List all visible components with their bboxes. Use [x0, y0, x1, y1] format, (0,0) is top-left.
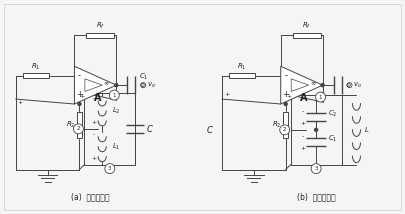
- Text: $C$: $C$: [146, 123, 154, 134]
- Text: (a)  电感三点式: (a) 电感三点式: [71, 192, 110, 201]
- Text: +: +: [18, 100, 23, 104]
- Bar: [229, 73, 255, 78]
- Text: $C_1$: $C_1$: [139, 72, 149, 82]
- Bar: [77, 112, 82, 138]
- Circle shape: [109, 90, 119, 100]
- Circle shape: [280, 125, 290, 135]
- Text: 1: 1: [113, 93, 116, 98]
- Text: 3: 3: [314, 166, 318, 171]
- Text: +: +: [286, 94, 291, 99]
- Text: (b)  电容三点式: (b) 电容三点式: [297, 192, 336, 201]
- Text: $R_2$: $R_2$: [66, 120, 75, 130]
- Bar: [293, 33, 321, 38]
- Circle shape: [105, 164, 115, 174]
- Text: 3: 3: [108, 166, 111, 171]
- Bar: [283, 112, 288, 138]
- Text: $R_1$: $R_1$: [31, 62, 40, 72]
- Circle shape: [115, 84, 118, 87]
- Text: $R_2$: $R_2$: [272, 120, 282, 130]
- Text: $\infty$: $\infty$: [310, 81, 316, 87]
- Text: +: +: [301, 121, 306, 126]
- Text: $R_f$: $R_f$: [302, 21, 311, 31]
- Bar: [86, 33, 114, 38]
- Text: $C$: $C$: [206, 124, 214, 135]
- Bar: [23, 73, 49, 78]
- Text: A: A: [300, 93, 307, 103]
- Text: -: -: [284, 71, 287, 80]
- Text: +: +: [92, 120, 97, 125]
- Text: -: -: [93, 132, 95, 137]
- Text: -: -: [302, 134, 304, 139]
- Text: +: +: [282, 90, 289, 99]
- Circle shape: [315, 92, 326, 102]
- Circle shape: [284, 103, 287, 106]
- Text: 2: 2: [77, 126, 80, 131]
- Text: 2: 2: [283, 127, 286, 132]
- Text: $\infty$: $\infty$: [103, 81, 110, 87]
- Text: A: A: [94, 93, 101, 103]
- Text: $L_2$: $L_2$: [112, 106, 121, 116]
- Circle shape: [73, 124, 83, 134]
- Text: $C_2$: $C_2$: [328, 109, 338, 119]
- Text: -: -: [78, 71, 81, 80]
- Text: ⊖: ⊖: [139, 83, 145, 88]
- Polygon shape: [75, 66, 116, 104]
- Text: +: +: [92, 156, 97, 161]
- Text: -: -: [93, 97, 95, 102]
- Text: $C_1$: $C_1$: [328, 134, 338, 144]
- Circle shape: [347, 83, 352, 88]
- Circle shape: [141, 83, 146, 88]
- Text: $R_1$: $R_1$: [237, 62, 247, 72]
- Text: +: +: [224, 92, 229, 97]
- Text: $L$: $L$: [364, 125, 370, 134]
- Circle shape: [311, 164, 321, 174]
- Text: $R_f$: $R_f$: [96, 21, 105, 31]
- Circle shape: [315, 128, 318, 131]
- Text: $L_1$: $L_1$: [112, 142, 121, 152]
- Circle shape: [321, 84, 324, 87]
- Text: 1: 1: [319, 95, 322, 100]
- Polygon shape: [281, 66, 323, 104]
- Text: ⊖: ⊖: [346, 83, 351, 88]
- Text: +: +: [76, 90, 83, 99]
- Text: +: +: [80, 94, 85, 99]
- Circle shape: [78, 103, 81, 106]
- Text: $v_o$: $v_o$: [354, 80, 362, 90]
- Text: +: +: [301, 146, 306, 151]
- Text: -: -: [302, 109, 304, 114]
- Text: $v_o$: $v_o$: [147, 80, 156, 90]
